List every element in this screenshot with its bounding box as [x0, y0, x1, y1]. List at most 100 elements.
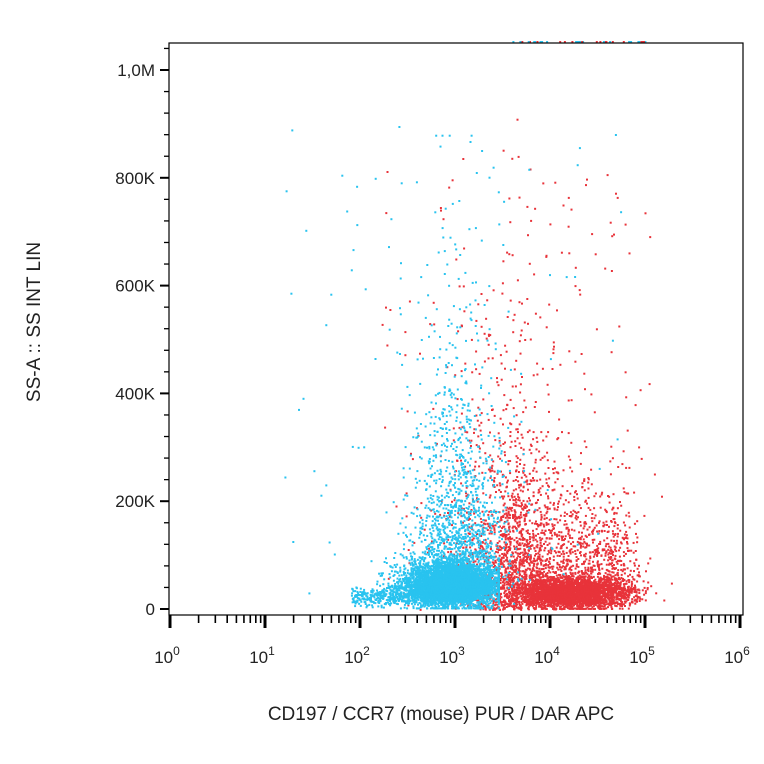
data-point: [503, 606, 506, 609]
data-point: [624, 601, 627, 604]
data-point: [552, 604, 555, 607]
data-point: [575, 589, 578, 592]
data-point: [585, 522, 588, 525]
data-point: [555, 582, 558, 585]
data-point: [568, 600, 571, 603]
data-point: [577, 565, 580, 568]
data-point: [578, 600, 581, 603]
data-point: [556, 561, 559, 564]
data-point: [616, 527, 619, 530]
data-point: [617, 598, 620, 600]
data-point: [512, 552, 514, 555]
data-point: [588, 599, 590, 602]
data-point: [447, 512, 449, 514]
data-point: [534, 554, 536, 557]
data-point: [568, 589, 571, 592]
data-point: [596, 575, 599, 578]
data-point: [516, 517, 518, 520]
data-point: [498, 511, 501, 514]
data-point: [538, 593, 541, 596]
data-point: [565, 574, 568, 577]
data-point: [519, 463, 521, 465]
data-point: [624, 552, 627, 555]
data-point: [563, 603, 566, 606]
data-point: [602, 578, 605, 581]
data-point: [554, 481, 557, 484]
data-point: [518, 499, 521, 502]
data-point: [515, 596, 518, 599]
data-point: [543, 570, 546, 573]
data-point: [631, 588, 634, 590]
data-point: [522, 499, 525, 502]
data-point: [515, 572, 518, 575]
data-point: [596, 597, 598, 600]
data-point: [575, 582, 578, 585]
data-point: [557, 568, 560, 571]
data-point: [551, 567, 554, 570]
data-point: [545, 579, 548, 582]
data-point: [517, 576, 520, 579]
data-point: [481, 541, 484, 544]
data-point: [548, 600, 551, 603]
data-point: [585, 604, 587, 607]
data-point: [612, 571, 615, 574]
data-point: [604, 597, 606, 600]
data-point: [575, 607, 578, 610]
data-point: [541, 588, 544, 590]
data-point: [610, 520, 613, 523]
data-point: [616, 581, 619, 584]
data-point: [538, 581, 541, 584]
data-point: [557, 437, 560, 440]
data-point: [525, 540, 528, 543]
data-point: [579, 536, 582, 539]
data-point: [587, 487, 590, 490]
data-point: [533, 510, 536, 513]
data-point: [551, 595, 554, 598]
data-point: [614, 586, 617, 589]
data-point: [627, 593, 630, 596]
data-point: [612, 518, 615, 521]
data-point: [502, 580, 505, 583]
data-point: [578, 590, 581, 593]
data-point: [558, 531, 561, 534]
data-point: [552, 599, 555, 602]
data-point: [419, 608, 422, 611]
data-point: [520, 529, 523, 532]
data-point: [564, 568, 567, 571]
data-point: [563, 581, 566, 584]
data-point: [545, 581, 548, 584]
data-point: [537, 555, 540, 558]
data-point: [515, 455, 518, 458]
data-point: [588, 562, 591, 565]
data-point: [516, 567, 519, 570]
data-point: [616, 595, 619, 598]
data-point: [561, 593, 564, 596]
data-point: [520, 516, 523, 519]
data-point: [558, 600, 561, 602]
data-point: [595, 524, 598, 527]
data-point: [532, 601, 535, 604]
data-point: [553, 581, 556, 583]
data-point: [587, 496, 590, 499]
data-point: [609, 549, 612, 552]
data-point: [535, 528, 538, 531]
data-point: [609, 604, 612, 606]
data-point: [655, 592, 658, 595]
data-point: [592, 596, 595, 598]
data-point: [623, 595, 626, 598]
data-point: [501, 553, 504, 555]
data-point: [520, 587, 523, 590]
data-point: [568, 567, 571, 570]
data-point: [587, 588, 590, 591]
data-point: [570, 603, 573, 606]
data-point: [562, 543, 564, 546]
data-point: [525, 530, 528, 533]
data-point: [553, 600, 556, 603]
data-point: [546, 580, 549, 582]
data-point: [543, 514, 546, 517]
data-point: [456, 398, 459, 401]
data-point: [558, 555, 561, 557]
data-point: [530, 603, 533, 606]
data-point: [526, 542, 529, 545]
data-point: [599, 606, 601, 609]
